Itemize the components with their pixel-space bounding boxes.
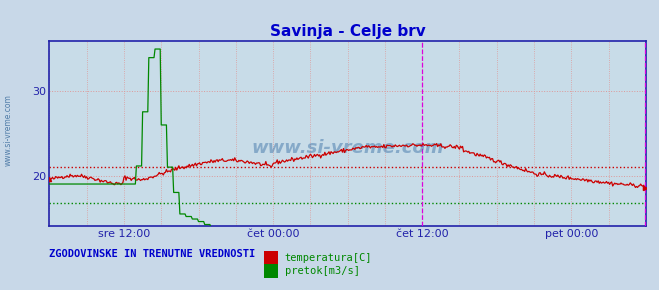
Text: ZGODOVINSKE IN TRENUTNE VREDNOSTI: ZGODOVINSKE IN TRENUTNE VREDNOSTI — [49, 249, 256, 259]
Text: temperatura[C]: temperatura[C] — [285, 253, 372, 263]
Title: Savinja - Celje brv: Savinja - Celje brv — [270, 24, 426, 39]
Text: pretok[m3/s]: pretok[m3/s] — [285, 266, 360, 276]
Text: www.si-vreme.com: www.si-vreme.com — [251, 139, 444, 157]
Text: www.si-vreme.com: www.si-vreme.com — [3, 95, 13, 166]
